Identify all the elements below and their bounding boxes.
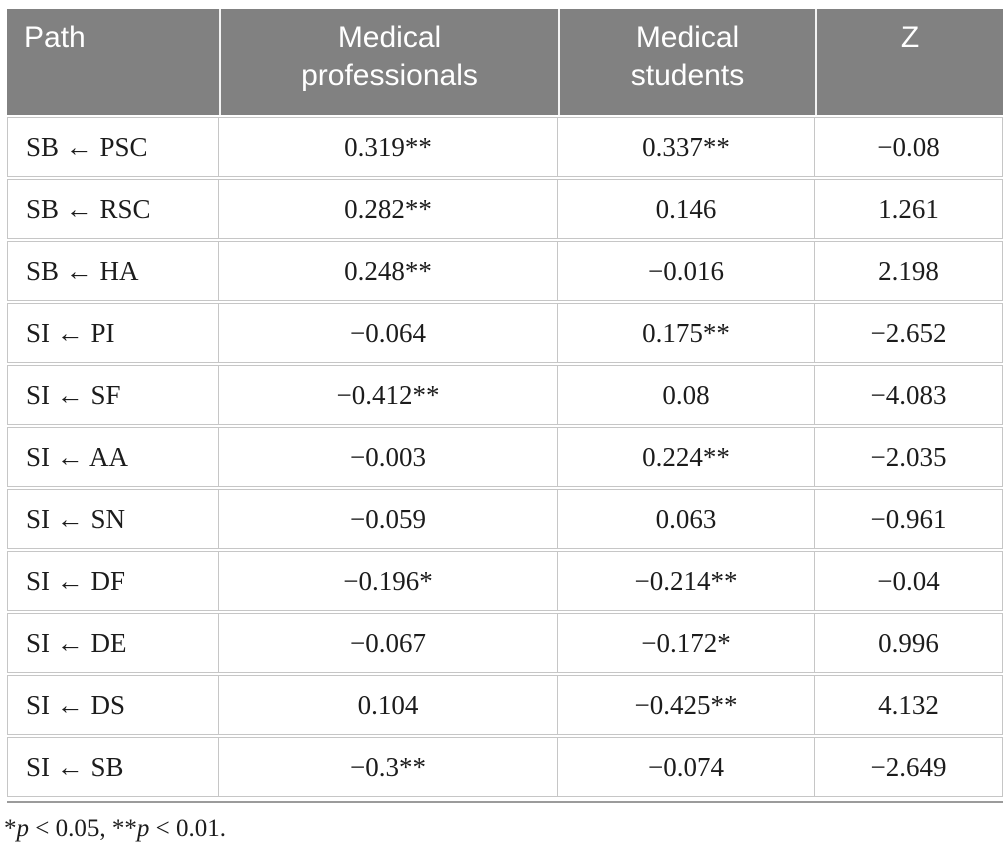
medical-professionals-cell: −0.196*	[219, 551, 558, 611]
z-cell: −4.083	[815, 365, 1003, 425]
column-header-path: Path	[7, 9, 219, 115]
medical-professionals-cell: −0.064	[219, 303, 558, 363]
z-cell: −2.649	[815, 737, 1003, 797]
footnote-part: **	[111, 815, 137, 842]
medical-students-cell: 0.224**	[558, 427, 815, 487]
table-row: SB ← PSC 0.319** 0.337** −0.08	[7, 117, 1003, 177]
medical-professionals-cell: 0.248**	[219, 241, 558, 301]
table-row: SI ← AA −0.003 0.224** −2.035	[7, 427, 1003, 487]
path-cell: SI ← DE	[7, 613, 219, 673]
z-cell: 2.198	[815, 241, 1003, 301]
table-row: SI ← PI −0.064 0.175** −2.652	[7, 303, 1003, 363]
z-cell: 0.996	[815, 613, 1003, 673]
column-header-medical-professionals-label: Medical professionals	[301, 21, 478, 92]
column-header-medical-professionals: Medical professionals	[219, 9, 558, 115]
medical-professionals-cell: −0.059	[219, 489, 558, 549]
column-header-z-label: Z	[900, 21, 920, 54]
z-cell: −0.08	[815, 117, 1003, 177]
medical-students-cell: −0.172*	[558, 613, 815, 673]
results-table: Path Medical professionals Medical stude…	[7, 7, 1003, 799]
column-header-z: Z	[815, 9, 1003, 115]
medical-professionals-cell: −0.3**	[219, 737, 558, 797]
path-cell: SI ← AA	[7, 427, 219, 487]
path-cell: SI ← PI	[7, 303, 219, 363]
medical-students-cell: −0.074	[558, 737, 815, 797]
footnote-part-p-italic: p	[16, 815, 30, 842]
medical-students-cell: 0.146	[558, 179, 815, 239]
z-cell: 1.261	[815, 179, 1003, 239]
table-row: SI ← SF −0.412** 0.08 −4.083	[7, 365, 1003, 425]
table-body: SB ← PSC 0.319** 0.337** −0.08 SB ← RSC …	[7, 117, 1003, 797]
results-table-container: Path Medical professionals Medical stude…	[4, 7, 1003, 843]
path-cell: SI ← DS	[7, 675, 219, 735]
medical-professionals-cell: 0.282**	[219, 179, 558, 239]
path-cell: SI ← SN	[7, 489, 219, 549]
footnote-part-p-italic: p	[136, 815, 150, 842]
table-row: SI ← DS 0.104 −0.425** 4.132	[7, 675, 1003, 735]
medical-professionals-cell: 0.104	[219, 675, 558, 735]
column-header-medical-students-label: Medical students	[630, 21, 745, 92]
table-row: SI ← DF −0.196* −0.214** −0.04	[7, 551, 1003, 611]
path-cell: SB ← RSC	[7, 179, 219, 239]
medical-students-cell: 0.175**	[558, 303, 815, 363]
path-cell: SB ← HA	[7, 241, 219, 301]
medical-professionals-cell: 0.319**	[219, 117, 558, 177]
table-row: SI ← SN −0.059 0.063 −0.961	[7, 489, 1003, 549]
z-cell: −2.035	[815, 427, 1003, 487]
z-cell: −2.652	[815, 303, 1003, 363]
z-cell: −0.961	[815, 489, 1003, 549]
medical-professionals-cell: −0.067	[219, 613, 558, 673]
medical-students-cell: −0.425**	[558, 675, 815, 735]
footnote-part: < 0.01.	[149, 815, 226, 842]
table-row: SB ← RSC 0.282** 0.146 1.261	[7, 179, 1003, 239]
table-row: SI ← DE −0.067 −0.172* 0.996	[7, 613, 1003, 673]
medical-students-cell: −0.214**	[558, 551, 815, 611]
column-header-path-label: Path	[24, 21, 86, 54]
medical-students-cell: 0.063	[558, 489, 815, 549]
z-cell: −0.04	[815, 551, 1003, 611]
z-cell: 4.132	[815, 675, 1003, 735]
medical-students-cell: 0.08	[558, 365, 815, 425]
path-cell: SI ← SB	[7, 737, 219, 797]
medical-students-cell: −0.016	[558, 241, 815, 301]
medical-students-cell: 0.337**	[558, 117, 815, 177]
table-header: Path Medical professionals Medical stude…	[7, 9, 1003, 115]
header-row: Path Medical professionals Medical stude…	[7, 9, 1003, 115]
path-cell: SI ← DF	[7, 551, 219, 611]
column-header-medical-students: Medical students	[558, 9, 815, 115]
medical-professionals-cell: −0.412**	[219, 365, 558, 425]
significance-footnote: *p < 0.05, **p < 0.01.	[4, 815, 1003, 843]
table-row: SB ← HA 0.248** −0.016 2.198	[7, 241, 1003, 301]
path-cell: SB ← PSC	[7, 117, 219, 177]
table-bottom-rule	[7, 801, 1003, 803]
footnote-part: *	[4, 815, 17, 842]
table-row: SI ← SB −0.3** −0.074 −2.649	[7, 737, 1003, 797]
footnote-part: < 0.05,	[29, 815, 112, 842]
path-cell: SI ← SF	[7, 365, 219, 425]
medical-professionals-cell: −0.003	[219, 427, 558, 487]
